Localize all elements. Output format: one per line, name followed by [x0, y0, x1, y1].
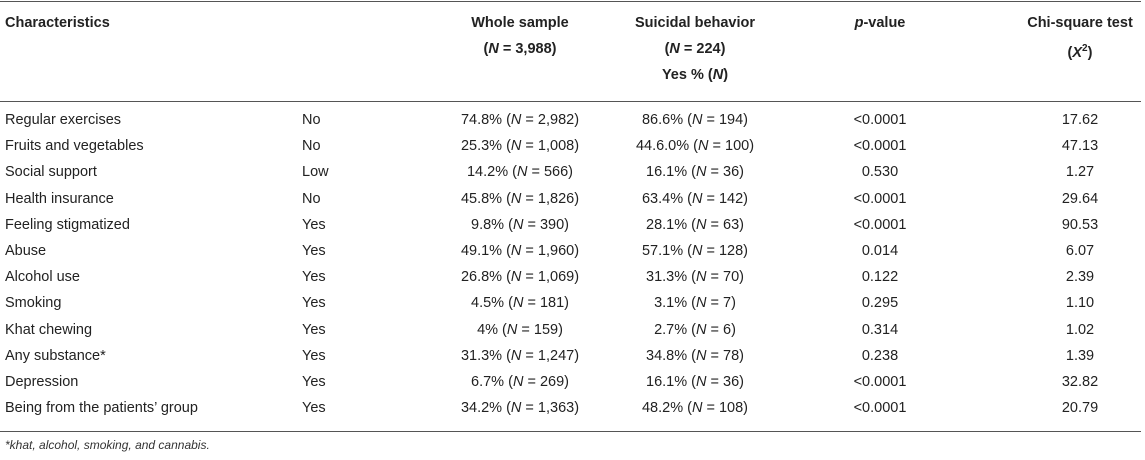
- cell-p-value: <0.0001: [853, 216, 907, 233]
- cell-p-value: <0.0001: [853, 138, 907, 155]
- cell-characteristic: Fruits and vegetables: [5, 138, 144, 155]
- cell-whole-sample: 74.8% (N = 2,982): [460, 112, 580, 128]
- cell-chi-square: 1.39: [1065, 347, 1095, 364]
- table-row: Depression Yes 6.7% (N = 269) 16.1% (N = 36…: [0, 369, 1145, 395]
- cell-suicidal-behavior: 16.1% (N = 36): [646, 373, 744, 390]
- cell-chi-square: 29.64: [1061, 190, 1099, 207]
- cell-category: Low: [302, 164, 329, 181]
- header-rule: [0, 101, 1141, 102]
- cell-whole-sample: 26.8% (N = 1,069): [460, 269, 580, 286]
- cell-whole-sample: 31.3% (N = 1,247): [460, 347, 580, 364]
- cell-category: No: [302, 138, 321, 155]
- cell-whole-sample: 4.5% (N = 181): [471, 295, 569, 312]
- table-row: Fruits and vegetables No 25.3% (N = 1,008)…: [0, 133, 1145, 159]
- cell-whole-sample: 14.2% (N = 566): [466, 164, 573, 181]
- cell-category: Yes: [302, 242, 326, 259]
- cell-characteristic: Smoking: [5, 295, 62, 312]
- cell-suicidal-behavior: 86.6% (N = 194): [641, 112, 748, 128]
- cell-whole-sample: 25.3% (N = 1,008): [460, 138, 580, 155]
- cell-whole-sample: 34.2% (N = 1,363): [460, 400, 580, 417]
- cell-suicidal-behavior: 28.1% (N = 63): [646, 216, 744, 233]
- cell-suicidal-behavior: 44.6.0% (N = 100): [635, 138, 755, 155]
- cell-p-value: <0.0001: [853, 400, 907, 417]
- cell-suicidal-behavior: 16.1% (N = 36): [646, 164, 744, 181]
- cell-chi-square: 1.27: [1065, 164, 1095, 181]
- cell-chi-square: 1.02: [1065, 321, 1095, 338]
- cell-whole-sample: 6.7% (N = 269): [471, 373, 569, 390]
- cell-chi-square: 6.07: [1065, 242, 1095, 259]
- cell-category: Yes: [302, 321, 326, 338]
- cell-characteristic: Any substance*: [5, 347, 106, 364]
- cell-whole-sample: 9.8% (N = 390): [471, 216, 569, 233]
- header-characteristics: Characteristics: [5, 15, 110, 31]
- cell-suicidal-behavior: 48.2% (N = 108): [641, 400, 748, 417]
- cell-chi-square: 47.13: [1061, 138, 1099, 155]
- cell-chi-square: 20.79: [1061, 400, 1099, 417]
- table-row: Regular exercises No 74.8% (N = 2,982) 86.6…: [0, 107, 1145, 133]
- cell-characteristic: Social support: [5, 164, 97, 181]
- cell-characteristic: Regular exercises: [5, 112, 122, 128]
- table-row: Social support Low 14.2% (N = 566) 16.1% (N…: [0, 159, 1145, 185]
- cell-suicidal-behavior: 63.4% (N = 142): [641, 190, 748, 207]
- table-row: Abuse Yes 49.1% (N = 1,960) 57.1% (N = 128)…: [0, 238, 1145, 264]
- bottom-rule: [0, 431, 1141, 432]
- cell-p-value: 0.238: [861, 347, 899, 364]
- cell-p-value: 0.122: [861, 269, 899, 286]
- cell-characteristic: Khat chewing: [5, 321, 93, 338]
- table-row: Being from the patients’ group Yes 34.2% (…: [0, 395, 1145, 421]
- top-rule: [0, 1, 1141, 2]
- cell-p-value: <0.0001: [853, 373, 907, 390]
- cell-category: No: [302, 112, 321, 128]
- cell-characteristic: Depression: [5, 373, 79, 390]
- cell-category: Yes: [302, 216, 326, 233]
- table-row: Smoking Yes 4.5% (N = 181) 3.1% (N = 7) 0.29…: [0, 290, 1145, 316]
- table-row: Feeling stigmatized Yes 9.8% (N = 390) 28.1…: [0, 212, 1145, 238]
- cell-p-value: 0.530: [861, 164, 899, 181]
- cell-category: Yes: [302, 295, 326, 312]
- cell-chi-square: 2.39: [1065, 269, 1095, 286]
- cell-p-value: 0.314: [861, 321, 899, 338]
- header-chi-square: Chi-square test (X2): [1027, 15, 1133, 61]
- cell-chi-square: 32.82: [1061, 373, 1099, 390]
- cell-characteristic: Health insurance: [5, 190, 114, 207]
- cell-p-value: 0.014: [861, 242, 899, 259]
- cell-p-value: <0.0001: [853, 112, 907, 128]
- cell-chi-square: 90.53: [1061, 216, 1099, 233]
- cell-p-value: <0.0001: [853, 190, 907, 207]
- table-row: Health insurance No 45.8% (N = 1,826) 63.4%…: [0, 186, 1145, 212]
- cell-suicidal-behavior: 31.3% (N = 70): [646, 269, 744, 286]
- table-row: Any substance* Yes 31.3% (N = 1,247) 34.8% …: [0, 343, 1145, 369]
- cell-whole-sample: 4% (N = 159): [477, 321, 563, 338]
- cell-suicidal-behavior: 57.1% (N = 128): [641, 242, 748, 259]
- n-symbol: N: [488, 41, 499, 57]
- cell-category: Yes: [302, 269, 326, 286]
- table-row: Alcohol use Yes 26.8% (N = 1,069) 31.3% (N …: [0, 264, 1145, 290]
- cell-characteristic: Abuse: [5, 242, 47, 259]
- cell-characteristic: Feeling stigmatized: [5, 216, 130, 233]
- header-whole-sample: Whole sample (N = 3,988): [471, 15, 569, 57]
- cell-category: Yes: [302, 400, 326, 417]
- cell-chi-square: 17.62: [1061, 112, 1099, 128]
- table-row: Khat chewing Yes 4% (N = 159) 2.7% (N = 6) 0…: [0, 317, 1145, 343]
- cell-category: Yes: [302, 347, 326, 364]
- header-suicidal-behavior: Suicidal behavior (N = 224) Yes % (N): [634, 15, 756, 83]
- cell-chi-square: 1.10: [1065, 295, 1095, 312]
- cell-suicidal-behavior: 34.8% (N = 78): [646, 347, 744, 364]
- cell-category: No: [302, 190, 321, 207]
- n-symbol: N: [669, 41, 680, 57]
- cell-whole-sample: 49.1% (N = 1,960): [460, 242, 580, 259]
- cell-suicidal-behavior: 2.7% (N = 6): [654, 321, 736, 338]
- footnote: *khat, alcohol, smoking, and cannabis.: [5, 438, 210, 452]
- cell-characteristic: Alcohol use: [5, 269, 80, 286]
- cell-category: Yes: [302, 373, 326, 390]
- header-p-value: p-value: [854, 15, 906, 31]
- cell-characteristic: Being from the patients’ group: [5, 400, 198, 417]
- cell-whole-sample: 45.8% (N = 1,826): [460, 190, 580, 207]
- table-body: Regular exercises No 74.8% (N = 2,982) 86.6…: [0, 107, 1145, 421]
- cell-suicidal-behavior: 3.1% (N = 7): [654, 295, 736, 312]
- cell-p-value: 0.295: [861, 295, 899, 312]
